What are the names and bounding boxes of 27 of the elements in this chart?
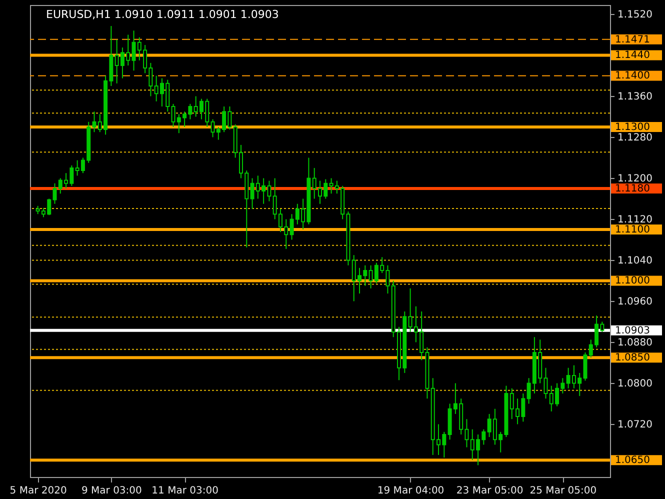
ref-line-label: 1.1000 [615,276,650,287]
ref-line-label: 1.0903 [615,325,650,336]
ref-line-label: 1.1180 [615,183,650,194]
y-tick-label: 1.1200 [618,174,652,185]
x-tick-label: 19 Mar 04:00 [377,486,444,496]
y-tick-label: 1.0960 [618,296,652,308]
y-tick-label: 1.1040 [618,256,652,267]
ref-line-label: 1.1300 [615,122,650,133]
ref-line-label: 1.1471 [615,34,650,46]
ref-line-label: 1.1440 [615,50,650,62]
ref-line-label: 1.0650 [615,455,650,466]
x-tick-label: 25 Mar 05:00 [530,486,597,496]
x-tick-label: 23 Mar 05:00 [456,486,524,496]
x-tick-label: 11 Mar 03:00 [152,486,218,496]
ref-line-label: 1.0850 [615,352,650,364]
x-tick-label: 9 Mar 03:00 [81,486,142,496]
y-tick-label: 1.0800 [618,378,652,390]
y-tick-label: 1.1280 [618,132,652,144]
y-tick-label: 1.0880 [618,338,652,349]
y-tick-label: 1.1360 [618,92,652,103]
y-tick-label: 1.1120 [618,214,652,226]
chart-title: EURUSD,H1 1.0910 1.0911 1.0901 1.0903 [46,8,279,21]
ref-line-label: 1.1100 [615,224,650,236]
x-tick-label: 5 Mar 2020 [10,486,67,496]
y-tick-label: 1.0720 [618,420,652,431]
y-tick-label: 1.1520 [618,10,652,21]
ref-line-label: 1.1400 [615,70,650,82]
